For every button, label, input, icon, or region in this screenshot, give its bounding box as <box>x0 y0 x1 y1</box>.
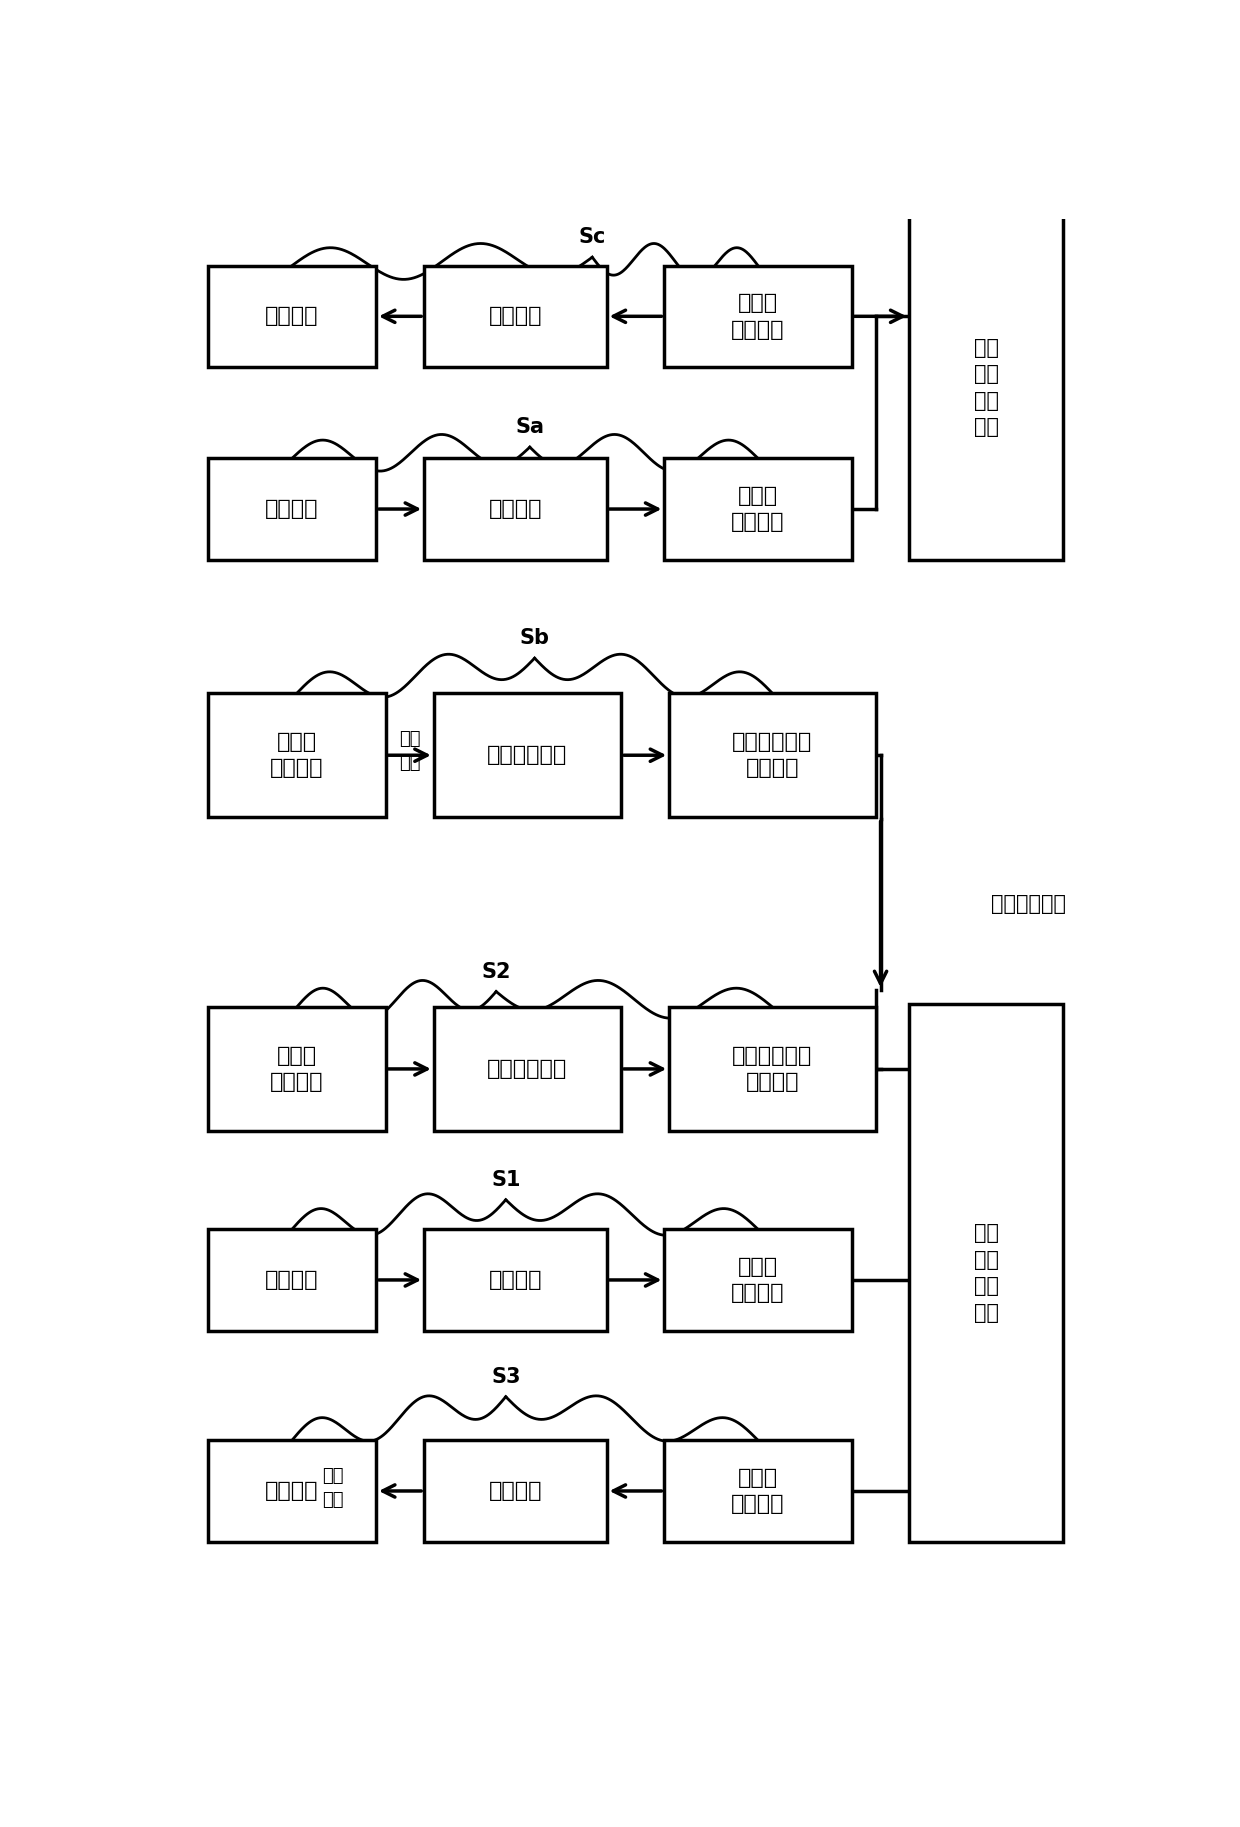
Text: 有限时间同步: 有限时间同步 <box>991 895 1066 914</box>
Text: Sa: Sa <box>516 417 544 437</box>
FancyBboxPatch shape <box>665 265 852 367</box>
Text: 二进制
明文序列: 二进制 明文序列 <box>732 486 785 532</box>
FancyBboxPatch shape <box>434 1007 621 1131</box>
Text: 二进制
明文序列: 二进制 明文序列 <box>732 1467 785 1515</box>
FancyBboxPatch shape <box>424 459 606 559</box>
Text: 二进制
密文序列: 二进制 密文序列 <box>732 1257 785 1303</box>
FancyBboxPatch shape <box>424 1230 606 1330</box>
Text: 响应端二进制
混沌序列: 响应端二进制 混沌序列 <box>733 1045 812 1093</box>
Text: Sc: Sc <box>579 227 606 247</box>
Text: 按位
异或
逻辑
运算: 按位 异或 逻辑 运算 <box>973 1224 998 1323</box>
Text: S1: S1 <box>491 1169 521 1189</box>
FancyBboxPatch shape <box>665 459 852 559</box>
FancyBboxPatch shape <box>208 1230 376 1330</box>
Text: 明文矩阵: 明文矩阵 <box>489 499 542 519</box>
FancyBboxPatch shape <box>208 459 376 559</box>
Text: 密文矩阵: 密文矩阵 <box>489 307 542 327</box>
Text: S3: S3 <box>491 1367 521 1387</box>
FancyBboxPatch shape <box>665 1440 852 1542</box>
Text: 响应端
混沌信号: 响应端 混沌信号 <box>270 1045 324 1093</box>
Text: 采样
编码: 采样 编码 <box>399 731 420 771</box>
Text: Sb: Sb <box>520 628 549 649</box>
Text: 二进制
密文序列: 二进制 密文序列 <box>732 292 785 340</box>
Text: 原始图像: 原始图像 <box>265 1482 319 1502</box>
FancyBboxPatch shape <box>434 692 621 817</box>
Text: 驱动端二进制
混沌序列: 驱动端二进制 混沌序列 <box>733 733 812 778</box>
FancyBboxPatch shape <box>670 1007 875 1131</box>
FancyBboxPatch shape <box>424 265 606 367</box>
Text: 采样
编码: 采样 编码 <box>322 1467 343 1509</box>
Text: 原始图像: 原始图像 <box>265 499 319 519</box>
Text: 离散混沌信号: 离散混沌信号 <box>487 745 568 766</box>
FancyBboxPatch shape <box>665 1230 852 1330</box>
FancyBboxPatch shape <box>424 1440 606 1542</box>
FancyBboxPatch shape <box>208 1007 386 1131</box>
FancyBboxPatch shape <box>208 1440 376 1542</box>
Text: 加密图像: 加密图像 <box>265 1270 319 1290</box>
FancyBboxPatch shape <box>670 692 875 817</box>
Text: 离散混沌信号: 离散混沌信号 <box>487 1060 568 1080</box>
FancyBboxPatch shape <box>909 1005 1063 1542</box>
Text: 按位
异或
逻辑
运算: 按位 异或 逻辑 运算 <box>973 338 998 437</box>
Text: 驱动端
混沌信号: 驱动端 混沌信号 <box>270 733 324 778</box>
FancyBboxPatch shape <box>208 692 386 817</box>
Text: 明文矩阵: 明文矩阵 <box>489 1482 542 1502</box>
FancyBboxPatch shape <box>208 265 376 367</box>
Text: S2: S2 <box>481 961 511 981</box>
Text: 加密图像: 加密图像 <box>265 307 319 327</box>
Text: 密文矩阵: 密文矩阵 <box>489 1270 542 1290</box>
FancyBboxPatch shape <box>909 216 1063 559</box>
